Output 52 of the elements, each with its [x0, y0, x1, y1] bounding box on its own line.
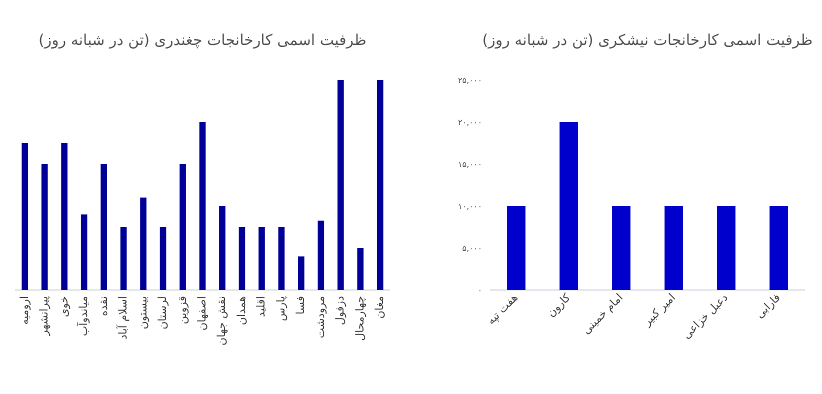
x-tick-label: قزوین — [176, 296, 189, 324]
x-tick-label: پیرانشهر — [38, 296, 51, 337]
x-tick-label: ارومیه — [18, 296, 31, 325]
x-tick-label: اصفهان — [196, 296, 209, 330]
x-tick-label: همدان — [234, 296, 248, 326]
x-tick-label: لرستان — [156, 296, 170, 330]
x-tick-label: هفت تپه — [484, 290, 521, 328]
y-tick-label: ۱۰,۰۰۰ — [458, 202, 482, 211]
x-tick-label: امیر کبیر — [640, 291, 678, 330]
bar — [120, 227, 127, 290]
bar — [61, 143, 68, 290]
bar — [298, 256, 304, 290]
chart-title: ظرفیت اسمی کارخانجات چغندری (تن در شبانه روز) — [38, 31, 367, 49]
y-tick-label: ۲۰,۰۰۰ — [458, 118, 482, 127]
x-tick-label: کارون — [544, 290, 574, 320]
chart-title: ظرفیت اسمی کارخانجات نیشکری (تن در شبانه روز) — [482, 31, 813, 49]
x-tick-label: بیستون — [136, 296, 150, 330]
x-tick-label: فارابی — [753, 291, 784, 321]
bar — [258, 227, 265, 290]
y-tick-label: ۱۵,۰۰۰ — [458, 160, 482, 169]
bar — [41, 164, 48, 290]
bar — [278, 227, 285, 290]
x-tick-label: میاندوآب — [76, 296, 90, 336]
x-tick-label: خوی — [57, 296, 70, 318]
bar — [22, 143, 28, 290]
x-tick-label: نقش جهان — [215, 296, 228, 346]
x-tick-label: چهارمحال — [353, 296, 366, 341]
x-tick-label: دعبل خزاعی — [680, 290, 731, 342]
bar — [199, 122, 206, 290]
bar — [357, 248, 364, 290]
bar — [238, 227, 246, 290]
x-tick-label: اقلید — [254, 296, 268, 318]
x-tick-label: نقده — [96, 296, 110, 316]
x-tick-label: امام خمینی — [580, 291, 626, 337]
y-tick-label: ۰ — [478, 286, 482, 295]
y-tick-label: ۵,۰۰۰ — [462, 244, 482, 253]
bar — [80, 214, 88, 290]
x-tick-label: مغان — [373, 296, 386, 319]
bar — [180, 164, 186, 290]
x-tick-label: فسا — [294, 296, 308, 314]
y-tick-label: ۲۵,۰۰۰ — [458, 76, 482, 85]
bar — [100, 164, 107, 290]
x-tick-label: مرودشت — [314, 296, 327, 338]
bar — [219, 206, 226, 290]
x-tick-label: اسلام آباد — [116, 296, 130, 340]
bar — [160, 227, 166, 290]
bar — [338, 80, 344, 290]
bar — [318, 220, 324, 290]
bar — [376, 80, 384, 290]
x-tick-label: دزفول — [334, 296, 347, 326]
x-tick-label: پارس — [274, 296, 288, 322]
bar — [140, 198, 146, 290]
